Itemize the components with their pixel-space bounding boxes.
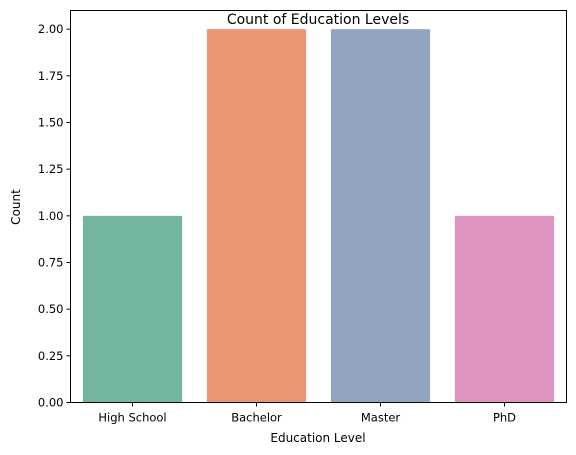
bar-master	[330, 29, 431, 403]
x-tick-label: PhD	[493, 411, 516, 425]
bar-phd	[454, 215, 555, 403]
y-tick-label: 0.75	[38, 256, 64, 270]
x-axis-label: Education Level	[270, 431, 365, 445]
y-tick-label: 0.50	[38, 302, 64, 316]
x-tick-label: High School	[98, 411, 166, 425]
y-tick-label: 1.75	[38, 69, 64, 83]
y-tick-label: 0.25	[38, 349, 64, 363]
y-tick-label: 0.00	[38, 396, 64, 410]
y-tick-label: 1.50	[38, 116, 64, 130]
chart-title: Count of Education Levels	[227, 12, 409, 28]
bar-bachelor	[206, 29, 307, 403]
y-tick-label: 1.00	[38, 209, 64, 223]
y-tick-label: 1.25	[38, 162, 64, 176]
plot-frame	[70, 10, 567, 403]
x-tick-label: Master	[361, 411, 401, 425]
x-tick-label: Bachelor	[231, 411, 282, 425]
y-axis-ticks: 0.00 0.25 0.50 0.75 1.00 1.25 1.50 1.75 2.00	[38, 22, 71, 410]
bar-high-school	[82, 215, 183, 403]
bars-group	[82, 29, 555, 403]
x-axis-ticks: High School Bachelor Master PhD	[98, 402, 516, 425]
y-tick-label: 2.00	[38, 22, 64, 36]
y-axis-label: Count	[9, 189, 23, 225]
